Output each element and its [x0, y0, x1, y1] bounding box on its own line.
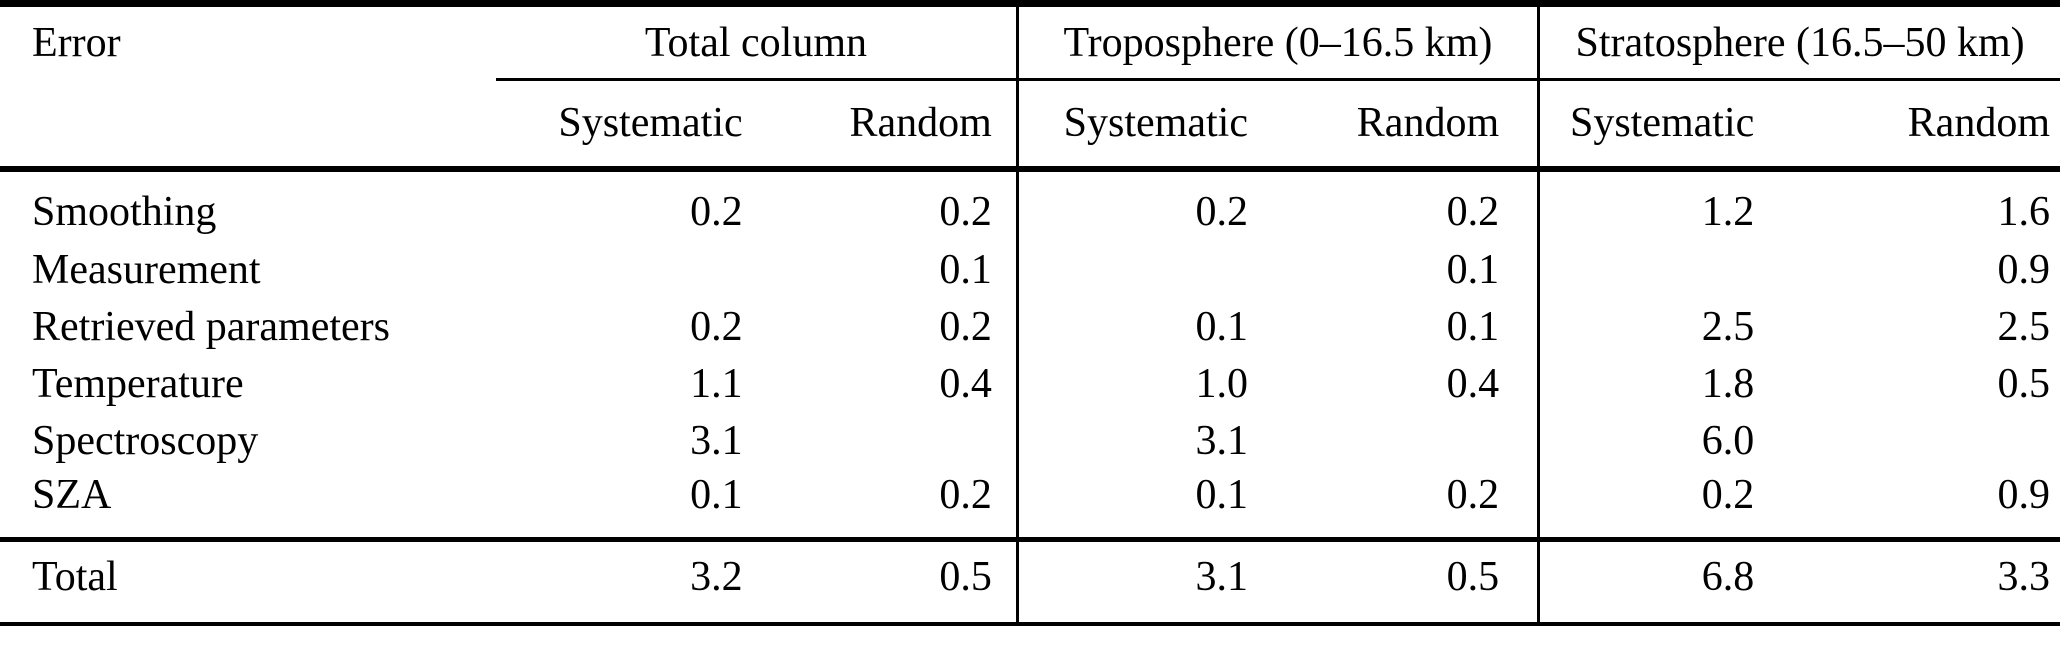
- group-header-total-column: Total column: [496, 3, 1019, 81]
- total-value-cell: 0.5: [756, 536, 1019, 624]
- value-cell: 3.1: [1195, 418, 1248, 464]
- subheader-tropo-systematic: Systematic: [1017, 79, 1278, 172]
- group-header-troposphere: Troposphere (0–16.5 km): [1017, 3, 1541, 81]
- table-row-temperature: Temperature 1.1 0.4 1.0 0.4 1.8 0.5: [0, 355, 2060, 413]
- table-row-measurement: Measurement 0.1 0.1 0.9: [0, 241, 2060, 299]
- blank-cell: [0, 79, 496, 172]
- subheader-row: Systematic Random Systematic Random Syst…: [0, 79, 2060, 172]
- error-column-header: Error: [32, 20, 121, 67]
- value-cell: 0.9: [1997, 471, 2051, 518]
- value-cell: 1.6: [1997, 189, 2051, 235]
- value-cell: 2.5: [1997, 304, 2051, 350]
- value-cell: 0.4: [756, 355, 1019, 413]
- row-label: Measurement: [32, 247, 261, 293]
- value-cell: 0.2: [756, 298, 1019, 356]
- value-cell: 1.0: [1195, 361, 1248, 407]
- subheader-tropo-random: Random: [1277, 79, 1541, 172]
- value-cell: 1.8: [1701, 361, 1755, 407]
- row-label: SZA: [32, 471, 112, 518]
- value-cell: [1799, 413, 2060, 470]
- row-label: Retrieved parameters: [32, 304, 390, 350]
- value-cell: 0.2: [756, 168, 1019, 242]
- value-cell: [496, 242, 757, 299]
- row-label: Spectroscopy: [32, 418, 259, 464]
- value-cell: 1.2: [1701, 189, 1755, 235]
- table-row-spectroscopy: Spectroscopy 3.1 3.1 6.0: [0, 412, 2060, 470]
- value-cell: 0.1: [756, 241, 1019, 299]
- table-row-total: Total 3.2 0.5 3.1 0.5 6.8 3.3: [0, 536, 2060, 624]
- value-cell: 3.1: [690, 418, 743, 464]
- group-header-row: Error Total column Troposphere (0–16.5 k…: [0, 3, 2060, 81]
- table-row-retrieved-parameters: Retrieved parameters 0.2 0.2 0.1 0.1 2.5…: [0, 298, 2060, 356]
- error-budget-table: Error Total column Troposphere (0–16.5 k…: [0, 0, 2060, 626]
- value-cell: 0.2: [1701, 471, 1755, 518]
- row-label: Temperature: [32, 361, 244, 407]
- value-cell: 2.5: [1701, 304, 1755, 350]
- value-cell: [1277, 412, 1541, 470]
- total-value-cell: 3.2: [496, 536, 757, 624]
- total-value-cell: 3.3: [1799, 536, 2060, 624]
- value-cell: 0.1: [1195, 304, 1248, 350]
- value-cell: 0.1: [1277, 241, 1541, 299]
- value-cell: [1017, 242, 1278, 299]
- group-header-stratosphere: Stratosphere (16.5–50 km): [1538, 3, 2060, 81]
- value-cell: 0.2: [1277, 469, 1541, 539]
- value-cell: 0.2: [1277, 168, 1541, 242]
- value-cell: 0.1: [1277, 298, 1541, 356]
- total-value-cell: 3.1: [1017, 536, 1278, 624]
- value-cell: 0.2: [756, 469, 1019, 539]
- value-cell: 0.9: [1997, 247, 2051, 293]
- total-label: Total: [0, 536, 496, 624]
- value-cell: 0.1: [1195, 471, 1248, 518]
- subheader-total-random: Random: [756, 79, 1019, 172]
- row-label: Smoothing: [32, 189, 217, 235]
- value-cell: 0.4: [1277, 355, 1541, 413]
- value-cell: [756, 412, 1019, 470]
- subheader-strat-random: Random: [1799, 79, 2060, 172]
- value-cell: 0.2: [690, 189, 743, 235]
- value-cell: [1539, 242, 1800, 299]
- value-cell: 0.2: [1195, 189, 1248, 235]
- subheader-total-systematic: Systematic: [496, 79, 757, 172]
- table-row-sza: SZA 0.1 0.2 0.1 0.2 0.2 0.9: [0, 469, 2060, 539]
- value-cell: 0.5: [1997, 361, 2051, 407]
- value-cell: 6.0: [1701, 418, 1755, 464]
- subheader-strat-systematic: Systematic: [1538, 79, 1800, 172]
- value-cell: 0.1: [690, 471, 743, 518]
- value-cell: 0.2: [690, 304, 743, 350]
- total-value-cell: 6.8: [1538, 536, 1800, 624]
- value-cell: 1.1: [690, 361, 743, 407]
- total-value-cell: 0.5: [1277, 536, 1541, 624]
- table-row-smoothing: Smoothing 0.2 0.2 0.2 0.2 1.2 1.6: [0, 168, 2060, 242]
